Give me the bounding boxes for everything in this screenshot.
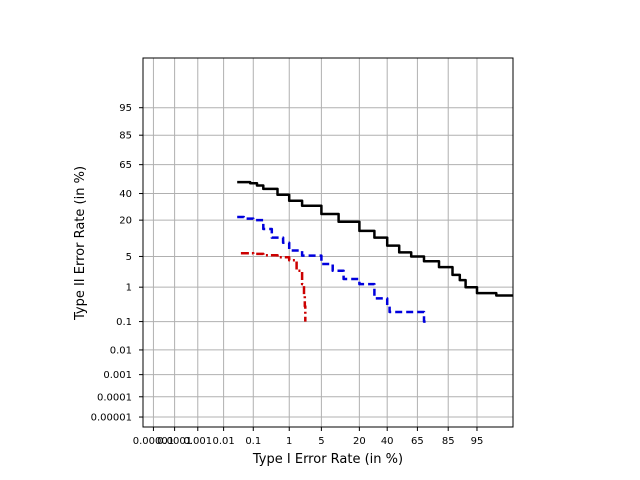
y-tick-label: 20 [119, 216, 132, 227]
y-tick-label: 85 [119, 131, 132, 142]
x-tick-label: 20 [353, 436, 366, 447]
plot-frame [142, 57, 514, 428]
x-tick-label: 65 [411, 436, 424, 447]
y-tick-label: 65 [119, 160, 132, 171]
x-tick-label: 0.00001 [133, 436, 174, 447]
x-tick-label: 1 [286, 436, 292, 447]
y-tick-label: 5 [126, 252, 132, 263]
y-tick-label: 0.1 [116, 317, 132, 328]
series-line-0 [237, 180, 513, 297]
x-tick-label: 40 [381, 436, 394, 447]
grid [139, 58, 513, 431]
x-axis-label: Type I Error Rate (in %) [252, 452, 403, 467]
x-tick-label: 5 [318, 436, 324, 447]
x-tick-label: 0.0001 [157, 436, 192, 447]
x-tick-label: 95 [471, 436, 484, 447]
y-tick-label: 1 [126, 283, 132, 294]
series-line-2 [240, 251, 307, 322]
x-tick-label: 0.01 [212, 436, 234, 447]
y-tick-label: 0.01 [110, 345, 132, 356]
series-line-1 [237, 215, 427, 323]
y-tick-label: 0.00001 [91, 413, 132, 424]
x-tick-label: 85 [442, 436, 455, 447]
x-tick-label: 0.1 [245, 436, 261, 447]
series-group [237, 180, 513, 323]
y-tick-label: 95 [119, 103, 132, 114]
y-tick-labels: 0.00001 0.0001 0.001 0.01 0.1 1 5 20 40 65 85 95 [91, 103, 132, 423]
y-tick-label: 0.0001 [97, 392, 132, 403]
x-tick-label: 0.001 [183, 436, 212, 447]
y-axis-label: Type II Error Rate (in %) [73, 166, 88, 321]
y-tick-label: 0.001 [103, 370, 132, 381]
y-tick-label: 40 [119, 189, 132, 200]
